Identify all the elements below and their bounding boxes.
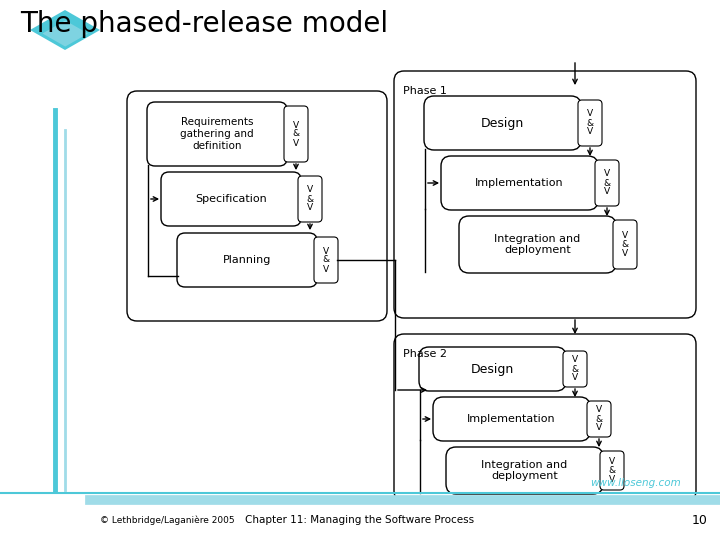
- Text: © Lethbridge/Laganière 2005: © Lethbridge/Laganière 2005: [100, 515, 235, 525]
- Text: Phase 1: Phase 1: [403, 86, 447, 96]
- FancyBboxPatch shape: [600, 451, 624, 490]
- Text: Integration and
deployment: Integration and deployment: [495, 234, 580, 255]
- FancyBboxPatch shape: [433, 397, 590, 441]
- Text: V
&
V: V & V: [307, 186, 314, 213]
- FancyBboxPatch shape: [394, 334, 696, 501]
- Text: V
&
V: V & V: [595, 406, 603, 433]
- FancyBboxPatch shape: [177, 233, 317, 287]
- Text: www.lloseng.com: www.lloseng.com: [590, 478, 680, 488]
- FancyBboxPatch shape: [419, 347, 566, 391]
- Text: Integration and
deployment: Integration and deployment: [482, 460, 567, 481]
- FancyBboxPatch shape: [595, 160, 619, 206]
- Text: Implementation: Implementation: [467, 414, 556, 424]
- Text: V
&
V: V & V: [603, 170, 611, 197]
- Text: V
&
V: V & V: [323, 246, 330, 273]
- Polygon shape: [42, 21, 88, 46]
- FancyBboxPatch shape: [284, 106, 308, 162]
- FancyBboxPatch shape: [441, 156, 598, 210]
- Text: Implementation: Implementation: [475, 178, 564, 188]
- FancyBboxPatch shape: [424, 96, 581, 150]
- Text: Requirements
gathering and
definition: Requirements gathering and definition: [180, 117, 254, 151]
- Text: V
&
V: V & V: [608, 457, 616, 484]
- Polygon shape: [30, 10, 100, 50]
- Text: V
&
V: V & V: [621, 231, 629, 258]
- FancyBboxPatch shape: [578, 100, 602, 146]
- FancyBboxPatch shape: [314, 237, 338, 283]
- Text: V
&
V: V & V: [292, 120, 300, 147]
- Text: Chapter 11: Managing the Software Process: Chapter 11: Managing the Software Proces…: [246, 515, 474, 525]
- FancyBboxPatch shape: [613, 220, 637, 269]
- FancyBboxPatch shape: [298, 176, 322, 222]
- FancyBboxPatch shape: [161, 172, 301, 226]
- Text: V
&
V: V & V: [572, 355, 579, 382]
- Text: The phased-release model: The phased-release model: [20, 10, 388, 38]
- FancyBboxPatch shape: [459, 216, 616, 273]
- FancyBboxPatch shape: [563, 351, 587, 387]
- FancyBboxPatch shape: [127, 91, 387, 321]
- Text: 10: 10: [692, 514, 708, 526]
- FancyBboxPatch shape: [446, 447, 603, 494]
- Text: Planning: Planning: [222, 255, 271, 265]
- Text: Phase 2: Phase 2: [403, 349, 447, 359]
- Text: Design: Design: [481, 117, 524, 130]
- FancyBboxPatch shape: [587, 401, 611, 437]
- FancyBboxPatch shape: [147, 102, 287, 166]
- Text: V
&
V: V & V: [586, 110, 593, 137]
- Text: Specification: Specification: [195, 194, 267, 204]
- FancyBboxPatch shape: [394, 71, 696, 318]
- Text: Design: Design: [471, 362, 514, 375]
